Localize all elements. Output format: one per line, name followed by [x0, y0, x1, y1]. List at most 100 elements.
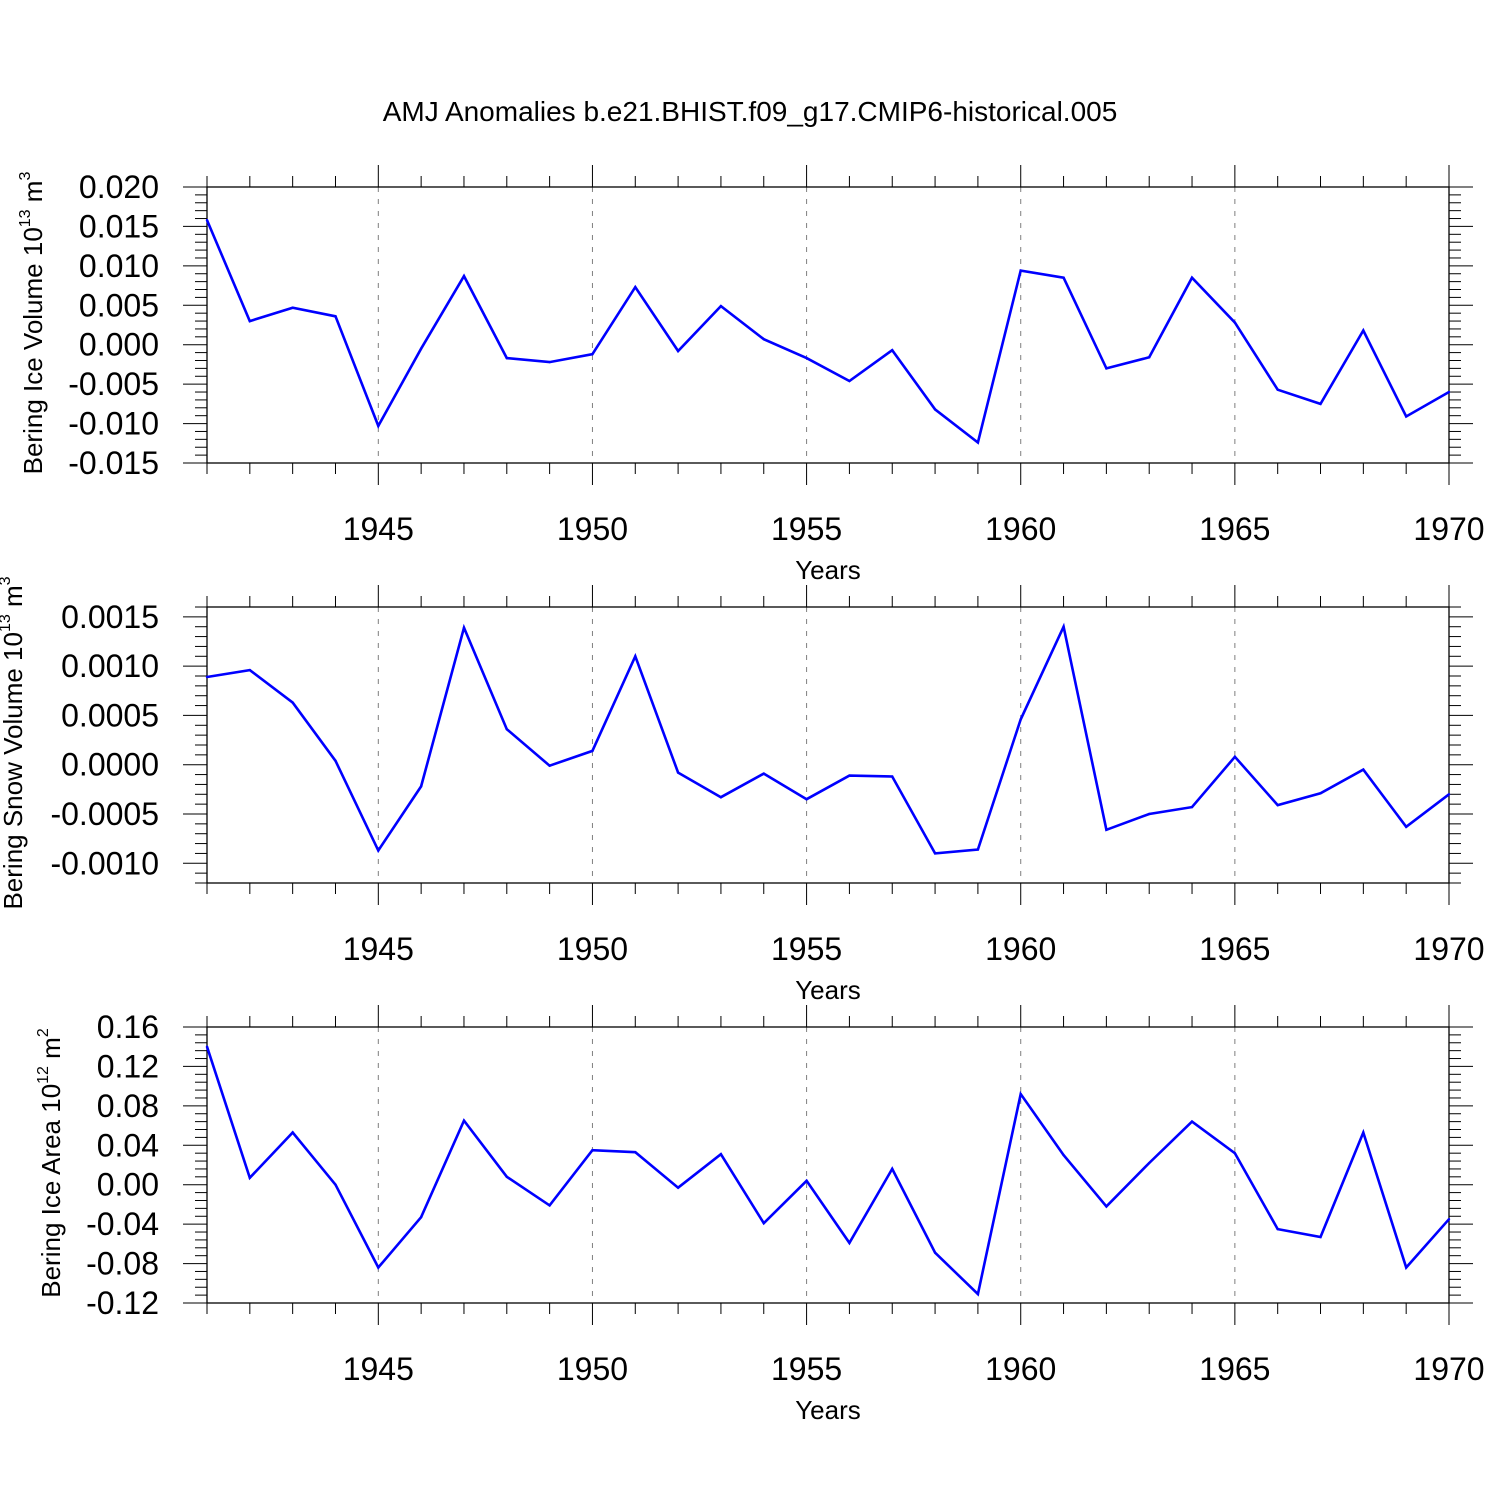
data-point	[848, 379, 851, 383]
data-point	[377, 849, 380, 852]
data-point	[1319, 792, 1322, 795]
chart-panel-2: 0.0015 0.0010 0.0005 0.0000 -0.0005 -0.0010 19…	[0, 576, 1485, 1005]
data-point	[762, 337, 765, 341]
data-point	[1362, 768, 1365, 771]
data-point	[933, 1251, 937, 1254]
data-point	[548, 360, 551, 364]
x-tick-label: 1955	[771, 931, 842, 967]
data-point	[719, 796, 723, 799]
data-point	[762, 1221, 765, 1225]
y-axis-label: Bering Ice Volume 1013 m3	[17, 172, 48, 475]
data-point	[591, 352, 594, 356]
x-axis-label: Years	[795, 975, 861, 1005]
x-tick-label: 1960	[985, 1351, 1056, 1387]
x-tick-label: 1945	[343, 1351, 414, 1387]
data-point	[1105, 828, 1108, 831]
data-point	[377, 1266, 380, 1269]
y-tick-label: 0.0000	[61, 747, 159, 783]
y-tick-label: -0.0010	[50, 845, 159, 881]
data-point	[548, 764, 551, 767]
plot-frame	[206, 186, 1450, 464]
data-point	[419, 1216, 423, 1219]
y-axis-label: Bering Ice Area 1012 m2	[35, 1028, 66, 1298]
data-point	[334, 759, 337, 762]
data-point	[1362, 1131, 1365, 1134]
data-point	[805, 356, 808, 360]
data-point	[891, 1167, 894, 1171]
data-point	[248, 319, 252, 323]
data-point	[1019, 269, 1022, 272]
data-point	[1319, 402, 1322, 406]
data-point	[1105, 367, 1108, 370]
data-point	[1233, 321, 1237, 324]
data-point	[933, 852, 937, 855]
x-tick-label: 1960	[985, 511, 1056, 547]
data-point	[1362, 329, 1365, 332]
data-point	[1404, 825, 1408, 829]
data-point	[719, 304, 723, 308]
data-point	[1190, 276, 1194, 279]
x-tick-label: 1955	[771, 1351, 842, 1387]
series-line	[205, 1046, 1450, 1297]
data-point	[462, 274, 466, 278]
data-point	[848, 774, 851, 777]
data-point	[848, 1241, 851, 1245]
x-tick-label: 1970	[1413, 511, 1484, 547]
plot-frame	[206, 1026, 1450, 1304]
data-point	[1276, 803, 1279, 807]
data-point	[1404, 415, 1408, 418]
data-point	[1190, 1120, 1194, 1123]
data-point	[591, 1149, 594, 1152]
data-point	[976, 441, 980, 444]
data-point	[1447, 793, 1451, 796]
data-point	[719, 1152, 723, 1156]
data-point	[976, 848, 980, 851]
y-tick-label: -0.010	[68, 406, 159, 442]
data-point	[377, 424, 380, 428]
data-point	[248, 668, 252, 672]
data-point	[933, 408, 937, 411]
data-point	[462, 1119, 466, 1122]
series-line	[206, 622, 1450, 855]
data-point	[762, 772, 765, 775]
data-point	[291, 1131, 294, 1134]
data-point	[1319, 1235, 1322, 1239]
data-point	[1148, 812, 1151, 816]
x-axis-label: Years	[795, 555, 861, 585]
x-tick-label: 1955	[771, 511, 842, 547]
data-point	[676, 1186, 680, 1189]
y-tick-label: -0.005	[68, 366, 159, 402]
data-point	[1190, 805, 1194, 809]
data-point	[334, 315, 337, 318]
y-tick-label: 0.00	[97, 1167, 159, 1203]
y-tick-label: 0.000	[79, 327, 159, 363]
x-tick-label: 1960	[985, 931, 1056, 967]
x-tick-label: 1950	[557, 1351, 628, 1387]
y-tick-label: 0.0015	[61, 599, 159, 635]
y-tick-label: 0.015	[79, 208, 159, 244]
data-point	[1062, 625, 1065, 628]
data-point	[1276, 1227, 1279, 1231]
data-point	[205, 218, 209, 222]
data-point	[248, 1176, 252, 1180]
x-tick-label: 1945	[343, 511, 414, 547]
data-point	[1233, 1151, 1237, 1155]
data-point	[1404, 1266, 1408, 1269]
data-point	[891, 775, 894, 778]
y-tick-label: -0.04	[86, 1206, 159, 1242]
chart-panel-3: 0.160.12 0.080.04 0.00-0.04 -0.08-0.12 1945 1…	[35, 1005, 1485, 1425]
x-tick-label: 1965	[1199, 931, 1270, 967]
data-point	[1019, 718, 1022, 721]
data-point	[548, 1204, 551, 1207]
plot-frame	[206, 606, 1450, 884]
data-point	[1148, 356, 1151, 359]
x-tick-label: 1945	[343, 931, 414, 967]
data-point	[505, 356, 508, 360]
data-point	[205, 1045, 209, 1048]
data-point	[805, 798, 808, 801]
y-tick-label: 0.0005	[61, 697, 159, 733]
y-tick-label: 0.010	[79, 248, 159, 284]
x-tick-label: 1965	[1199, 511, 1270, 547]
data-point	[1019, 1092, 1022, 1096]
